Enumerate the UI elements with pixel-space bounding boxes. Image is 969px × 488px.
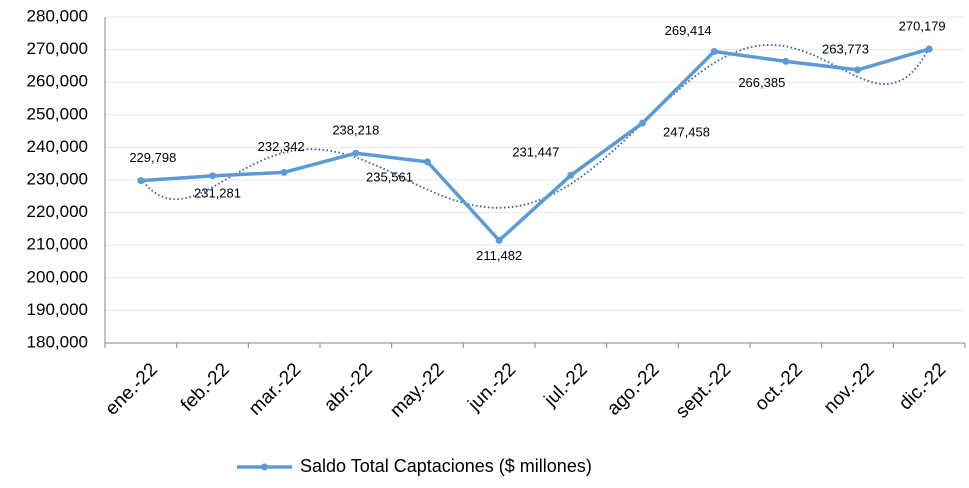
- data-label: 229,798: [129, 150, 176, 165]
- legend-label: Saldo Total Captaciones ($ millones): [300, 456, 592, 476]
- y-tick-label: 250,000: [27, 104, 88, 123]
- data-point: [782, 57, 790, 65]
- data-label: 232,342: [258, 139, 305, 154]
- data-label: 231,281: [194, 185, 241, 200]
- x-tick-label: oct.-22: [751, 359, 807, 415]
- y-tick-label: 280,000: [27, 6, 88, 25]
- y-tick-label: 260,000: [27, 72, 88, 91]
- data-point: [280, 168, 288, 176]
- y-tick-label: 240,000: [27, 137, 88, 156]
- x-tick-label: dic.-22: [895, 359, 950, 414]
- y-tick-label: 200,000: [27, 267, 88, 286]
- data-label: 269,414: [665, 23, 712, 38]
- data-label: 231,447: [512, 145, 559, 160]
- data-label: 238,218: [332, 123, 379, 138]
- data-point: [137, 177, 145, 185]
- x-tick-label: ene.-22: [101, 359, 161, 419]
- x-tick-label: abr.-22: [320, 359, 377, 416]
- x-tick-label: jul.-22: [540, 359, 592, 411]
- x-tick-label: mar.-22: [245, 359, 305, 419]
- data-label: 211,482: [476, 248, 522, 263]
- x-tick-label: sept.-22: [672, 359, 735, 422]
- x-tick-label: nov.-22: [820, 359, 879, 418]
- trendline: [140, 44, 930, 209]
- data-point: [854, 66, 861, 74]
- data-point: [209, 172, 216, 180]
- x-tick-label: may.-22: [386, 359, 448, 421]
- x-tick-label: jun.-22: [464, 359, 521, 416]
- y-tick-label: 190,000: [27, 300, 88, 319]
- y-tick-label: 210,000: [27, 235, 88, 254]
- data-point: [710, 48, 718, 56]
- y-tick-label: 180,000: [27, 332, 88, 351]
- data-label: 270,179: [899, 18, 946, 33]
- data-label: 266,385: [738, 75, 785, 90]
- series-line: [140, 47, 930, 243]
- data-point: [567, 171, 575, 179]
- data-label: 235,561: [366, 169, 413, 184]
- legend-marker: [261, 463, 268, 471]
- data-point: [925, 45, 933, 53]
- y-tick-label: 220,000: [27, 202, 88, 221]
- data-label: 247,458: [663, 125, 710, 140]
- y-tick-label: 230,000: [27, 169, 88, 188]
- data-point: [639, 119, 646, 127]
- x-tick-label: feb.-22: [177, 359, 234, 416]
- x-tick-label: ago.-22: [603, 359, 663, 419]
- data-point: [495, 236, 503, 244]
- data-point: [352, 149, 360, 157]
- data-label: 263,773: [822, 41, 869, 56]
- y-tick-label: 270,000: [27, 39, 88, 58]
- data-point: [424, 158, 431, 166]
